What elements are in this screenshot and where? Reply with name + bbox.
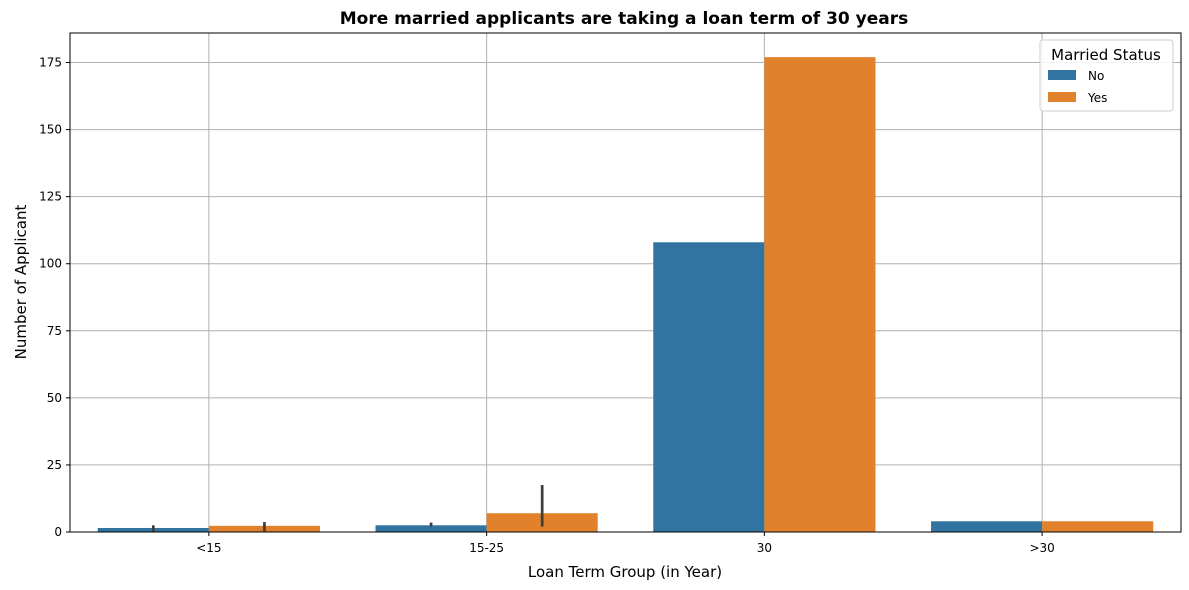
error-bars bbox=[151, 485, 544, 532]
y-tick-label: 100 bbox=[39, 257, 62, 271]
bar-no-3 bbox=[931, 521, 1043, 532]
grid bbox=[70, 33, 1181, 533]
chart-title: More married applicants are taking a loa… bbox=[340, 9, 909, 29]
y-tick-label: 175 bbox=[39, 56, 62, 70]
bar-no-1 bbox=[375, 525, 487, 532]
x-tick-label: <15 bbox=[196, 541, 221, 555]
legend-swatch-no bbox=[1048, 70, 1076, 80]
legend-swatch-yes bbox=[1048, 92, 1076, 102]
legend-label-no: No bbox=[1088, 69, 1104, 83]
legend-title: Married Status bbox=[1051, 46, 1161, 64]
bar-yes-2 bbox=[764, 57, 876, 532]
bar-no-2 bbox=[653, 242, 765, 533]
y-tick-label: 150 bbox=[39, 123, 62, 137]
x-tick-label: 30 bbox=[757, 541, 772, 555]
y-tick-label: 50 bbox=[47, 391, 62, 405]
x-axis-ticks: <15 15-25 30 >30 bbox=[196, 532, 1055, 555]
x-tick-label: >30 bbox=[1029, 541, 1054, 555]
y-tick-label: 125 bbox=[39, 190, 62, 204]
legend: Married Status No Yes bbox=[1039, 39, 1174, 112]
y-tick-label: 0 bbox=[54, 525, 62, 539]
bars bbox=[97, 57, 1154, 533]
y-tick-label: 75 bbox=[47, 324, 62, 338]
y-axis-ticks: 0 25 50 75 100 125 150 175 bbox=[39, 56, 70, 539]
x-tick-label: 15-25 bbox=[469, 541, 504, 555]
y-axis-label: Number of Applicant bbox=[12, 205, 30, 360]
bar-yes-3 bbox=[1042, 521, 1154, 532]
y-tick-label: 25 bbox=[47, 458, 62, 472]
x-axis-label: Loan Term Group (in Year) bbox=[528, 563, 722, 581]
legend-label-yes: Yes bbox=[1087, 91, 1107, 105]
plot-frame bbox=[69, 32, 1182, 533]
